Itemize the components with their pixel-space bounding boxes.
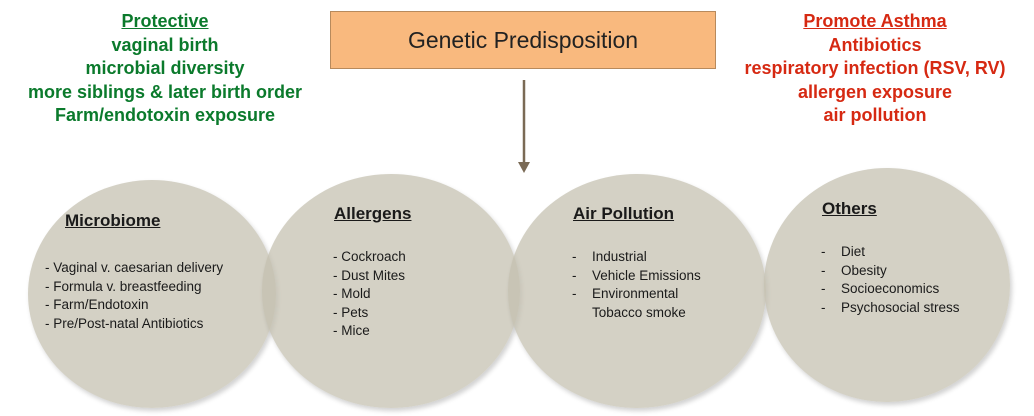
protective-item: Farm/endotoxin exposure <box>54 105 276 125</box>
list-item: - Diet <box>821 244 866 259</box>
list-item: Tobacco smoke <box>572 304 701 323</box>
list-item-text: Tobacco smoke <box>592 304 686 320</box>
protective-item: vaginal birth <box>111 34 219 55</box>
list-item: - Socioeconomics <box>821 281 940 296</box>
list-item: - Environmental <box>572 286 679 301</box>
list-item: - Pre/Post-natal Antibiotics <box>45 315 204 331</box>
promote-item: Antibiotics <box>828 34 922 55</box>
list-item: - Vaginal v. caesarian delivery <box>45 260 224 275</box>
promote-title: Promote Asthma <box>803 11 947 31</box>
protective-factors: Protective vaginal birth microbial diver… <box>2 10 328 128</box>
protective-item: microbial diversity <box>85 58 245 78</box>
allergens-title: Allergens <box>334 204 412 223</box>
list-item: - Obesity <box>821 262 887 278</box>
list-item: - Mice <box>333 323 370 338</box>
list-item: - Industrial <box>572 249 647 264</box>
others-title: Others <box>822 199 877 218</box>
promote-item: respiratory infection (RSV, RV) <box>744 58 1006 78</box>
microbiome-list: - Vaginal v. caesarian delivery - Formul… <box>45 259 223 333</box>
protective-title: Protective <box>121 11 209 31</box>
promote-asthma-factors: Promote Asthma Antibiotics respiratory i… <box>722 10 1028 128</box>
air-pollution-circle <box>508 174 766 408</box>
others-circle <box>764 168 1010 402</box>
list-item: - Psychosocial stress <box>821 299 960 315</box>
list-item: - Vehicle Emissions <box>572 267 701 283</box>
genetic-predisposition-box: Genetic Predisposition <box>330 11 716 69</box>
list-item-text: Vehicle Emissions <box>592 267 701 283</box>
list-item: - Dust Mites <box>333 267 406 283</box>
air-pollution-title: Air Pollution <box>573 204 675 223</box>
protective-item: more siblings & later birth order <box>27 81 303 102</box>
microbiome-circle <box>28 180 276 408</box>
list-item-text: Environmental <box>592 286 679 301</box>
list-item: - Cockroach <box>333 249 406 264</box>
allergens-circle <box>262 174 520 408</box>
list-item-text: Psychosocial stress <box>841 299 960 315</box>
allergens-list: - Cockroach - Dust Mites - Mold - Pets -… <box>333 248 406 341</box>
promote-item: air pollution <box>823 105 927 125</box>
list-item: - Farm/Endotoxin <box>45 297 149 312</box>
list-item: - Mold <box>333 286 371 301</box>
microbiome-title: Microbiome <box>65 211 161 230</box>
genetic-predisposition-label: Genetic Predisposition <box>407 26 639 53</box>
promote-item: allergen exposure <box>797 81 953 102</box>
list-item: - Formula v. breastfeeding <box>45 278 202 294</box>
list-item-text: Obesity <box>841 262 887 278</box>
air-pollution-list: - Industrial - Vehicle Emissions - Environm… <box>572 248 701 322</box>
list-item-text: Diet <box>841 244 866 259</box>
others-list: - Diet - Obesity - Socioeconomics - Psychoso… <box>821 243 960 317</box>
list-item: - Pets <box>333 304 369 320</box>
list-item-text: Industrial <box>592 249 647 264</box>
list-item-text: Socioeconomics <box>841 281 940 296</box>
